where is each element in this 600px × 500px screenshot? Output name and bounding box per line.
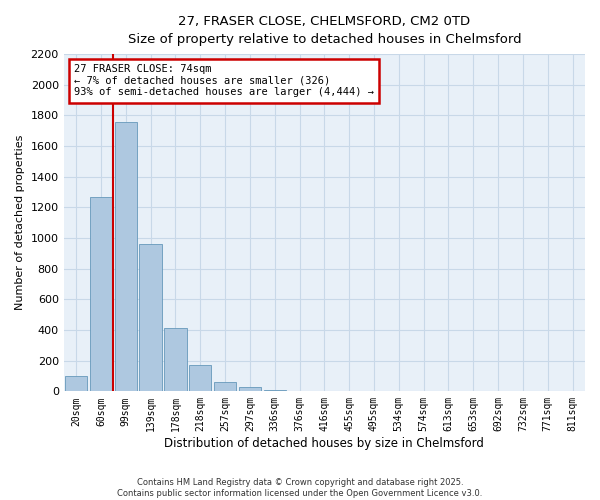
Bar [239, 386, 261, 392]
Bar [189, 366, 211, 392]
Bar [263, 390, 286, 392]
Text: 27 FRASER CLOSE: 74sqm
← 7% of detached houses are smaller (326)
93% of semi-det: 27 FRASER CLOSE: 74sqm ← 7% of detached … [74, 64, 374, 98]
Text: Contains HM Land Registry data © Crown copyright and database right 2025.
Contai: Contains HM Land Registry data © Crown c… [118, 478, 482, 498]
Bar [139, 244, 162, 392]
Bar [164, 328, 187, 392]
Bar [65, 376, 87, 392]
Y-axis label: Number of detached properties: Number of detached properties [15, 135, 25, 310]
Bar [90, 196, 112, 392]
Title: 27, FRASER CLOSE, CHELMSFORD, CM2 0TD
Size of property relative to detached hous: 27, FRASER CLOSE, CHELMSFORD, CM2 0TD Si… [128, 15, 521, 46]
Bar [214, 382, 236, 392]
X-axis label: Distribution of detached houses by size in Chelmsford: Distribution of detached houses by size … [164, 437, 484, 450]
Bar [115, 122, 137, 392]
